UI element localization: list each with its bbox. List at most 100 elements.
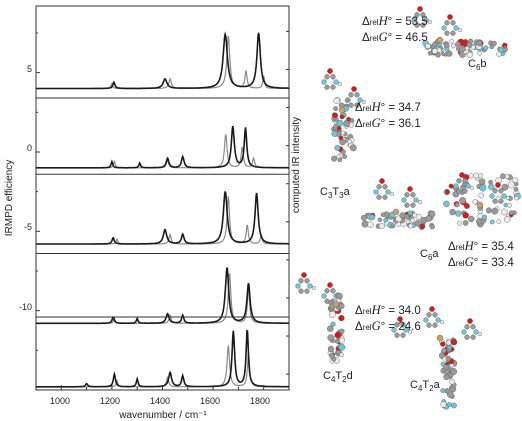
- y-axis-title-left: IRMPD efficiency: [4, 160, 15, 237]
- atom: [453, 183, 459, 189]
- atom: [344, 98, 350, 103]
- atom: [443, 374, 450, 381]
- atom: [482, 214, 488, 220]
- atom: [478, 332, 483, 337]
- atom: [404, 202, 410, 208]
- molecule-c6b: [411, 6, 508, 58]
- atom: [367, 221, 374, 229]
- atom: [500, 173, 506, 180]
- atom: [354, 102, 360, 108]
- atom: [498, 188, 504, 194]
- atom: [445, 355, 452, 362]
- experimental-spectrum-line: [36, 31, 289, 90]
- atom: [500, 208, 508, 216]
- atom: [376, 194, 382, 200]
- spectra-panels: [36, 31, 289, 388]
- atom: [447, 14, 453, 20]
- atom: [328, 311, 336, 318]
- atom: [343, 120, 350, 128]
- atom: [330, 74, 336, 80]
- atom: [506, 195, 511, 200]
- atom: [360, 214, 367, 221]
- atom: [324, 84, 330, 90]
- atom: [324, 288, 330, 294]
- atom: [312, 286, 317, 291]
- atom: [435, 317, 441, 323]
- atom: [478, 192, 485, 199]
- atom: [349, 144, 357, 152]
- calculated-spectrum-line: [36, 134, 289, 169]
- atom: [509, 210, 514, 216]
- atom: [454, 202, 460, 208]
- atom: [444, 46, 450, 52]
- atom: [339, 328, 345, 334]
- atom: [401, 197, 407, 203]
- experimental-spectrum-line: [36, 125, 289, 169]
- y-tick-label-0: 0: [27, 143, 32, 153]
- atom: [464, 334, 470, 340]
- atom: [394, 332, 400, 338]
- atom: [383, 217, 388, 223]
- atom: [459, 172, 465, 178]
- atom: [403, 327, 409, 333]
- atom: [468, 215, 475, 223]
- delta-g-value: 24.6: [398, 321, 421, 333]
- atom: [417, 6, 423, 12]
- atom: [410, 202, 416, 208]
- atom: [436, 334, 444, 342]
- atom: [327, 325, 334, 332]
- atom: [507, 203, 512, 208]
- atom: [443, 200, 450, 208]
- molecular-structures: [295, 6, 521, 410]
- atom: [462, 178, 468, 184]
- atom: [413, 197, 419, 203]
- atom: [440, 388, 446, 393]
- atom: [338, 343, 346, 351]
- experimental-spectrum-line: [36, 191, 289, 245]
- atom: [461, 329, 467, 335]
- atom: [441, 347, 447, 354]
- atom: [382, 184, 388, 190]
- atom: [411, 17, 417, 23]
- atom: [377, 217, 383, 223]
- atom: [348, 92, 354, 98]
- atom: [351, 86, 357, 92]
- atom: [420, 12, 426, 18]
- atom: [478, 173, 484, 178]
- delta-h-value: 35.4: [491, 241, 514, 253]
- atom: [338, 337, 345, 344]
- atom: [333, 117, 339, 123]
- atom: [451, 43, 456, 49]
- y-tick-label-5: 5: [27, 64, 32, 74]
- atom: [492, 188, 498, 194]
- atom: [429, 224, 435, 230]
- energy-annotation-c3t3a: ΔrelH° = 34.7 ΔrelG° = 36.1: [355, 100, 421, 130]
- atom: [333, 97, 340, 104]
- atom: [440, 401, 447, 408]
- atom: [478, 178, 486, 186]
- atom: [338, 81, 343, 86]
- atom: [496, 219, 502, 224]
- atom: [339, 352, 344, 358]
- atom: [472, 199, 478, 205]
- atom: [400, 332, 406, 338]
- atom: [458, 45, 466, 53]
- atom: [418, 199, 423, 204]
- atom: [491, 40, 497, 47]
- atom: [327, 68, 333, 74]
- calculated-spectrum-line: [36, 35, 289, 90]
- atom: [473, 172, 480, 179]
- y-tick-label-minus5: -5: [24, 222, 32, 232]
- atom: [332, 112, 338, 119]
- atom: [327, 345, 334, 352]
- atom: [432, 312, 438, 318]
- atom: [447, 391, 454, 399]
- atom: [420, 22, 426, 28]
- atom: [501, 183, 509, 191]
- structure-label-c3t3a: C3T3a: [320, 186, 350, 201]
- atom: [301, 272, 307, 278]
- experimental-spectrum-line: [36, 267, 289, 325]
- atom: [446, 50, 453, 57]
- atom: [432, 322, 438, 328]
